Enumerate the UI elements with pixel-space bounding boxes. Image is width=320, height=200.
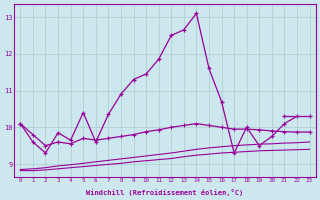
X-axis label: Windchill (Refroidissement éolien,°C): Windchill (Refroidissement éolien,°C) xyxy=(86,189,244,196)
